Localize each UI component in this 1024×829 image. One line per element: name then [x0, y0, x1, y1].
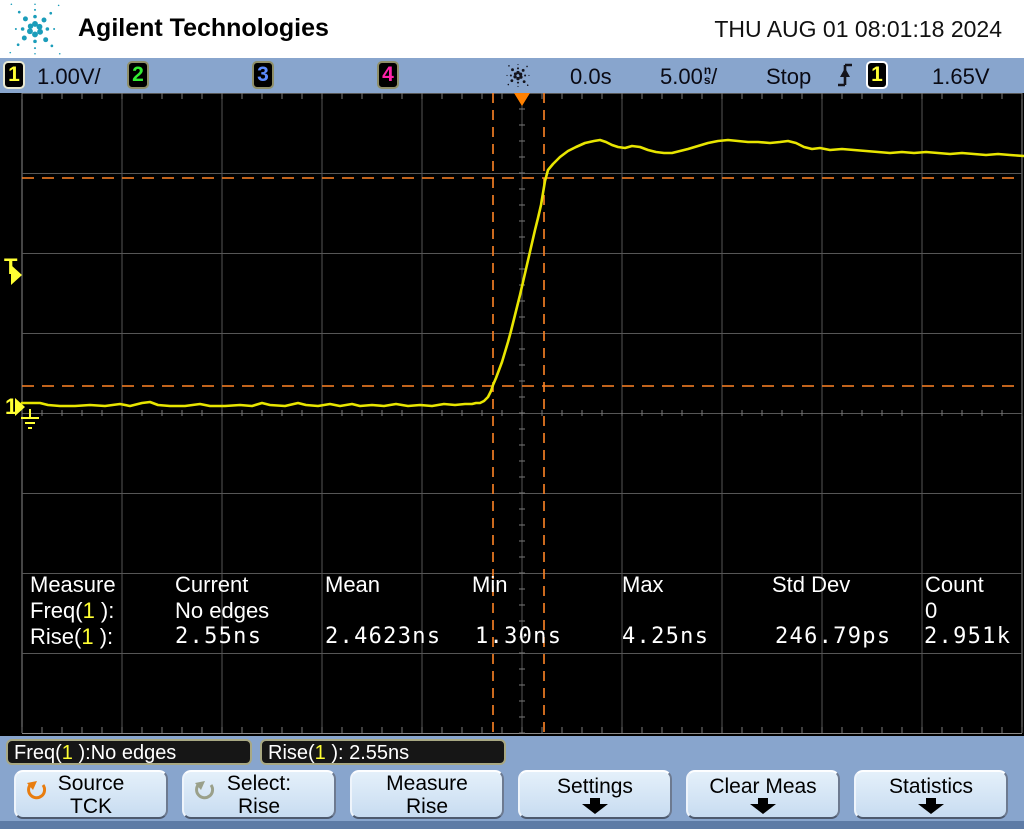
brand-title: Agilent Technologies [78, 14, 329, 42]
softkey-measure-line2: Rise [405, 794, 448, 818]
softkey-settings-label: Settings [557, 775, 633, 798]
arrow-down-icon [582, 798, 608, 814]
freq-row-label: Freq(1 ): [30, 598, 115, 623]
rise-min-value: 1.30ns [475, 624, 563, 649]
measurement-cursors [22, 93, 1022, 736]
col-header-count: Count [925, 572, 984, 597]
channel-1-number: 1 [8, 63, 20, 86]
rise-current-value: 2.55ns [175, 624, 263, 649]
header-bar: Agilent Technologies THU AUG 01 08:01:18… [0, 0, 1024, 58]
softkey-select-line1: Select: [226, 771, 292, 795]
waveform-display: T 1 Measure Current Mean Min Max Std Dev… [0, 92, 1024, 736]
svg-text:1: 1 [5, 394, 17, 419]
freq-current-value: No edges [175, 598, 270, 623]
rise-count-value: 2.951k [924, 624, 1012, 649]
trigger-position-marker [514, 93, 530, 106]
softkey-source[interactable]: Source TCK [14, 770, 168, 819]
softkey-select[interactable]: Select: Rise [182, 770, 336, 819]
graticule-canvas: T 1 [4, 92, 1024, 736]
col-header-current: Current [175, 572, 249, 597]
rise-max-value: 4.25ns [622, 624, 710, 649]
rise-mean-value: 2.4623ns [325, 624, 442, 649]
col-header-measure: Measure [30, 572, 116, 597]
trigger-source-badge[interactable]: 1 [866, 61, 888, 89]
freq-count-value: 0 [925, 598, 938, 623]
trigger-edge-icon [838, 63, 852, 87]
spark-status-icon [506, 63, 530, 88]
horizontal-delay: 0.0s [570, 64, 612, 89]
channel-3-number: 3 [257, 63, 269, 86]
col-header-max: Max [622, 572, 664, 597]
trigger-level: 1.65V [932, 64, 990, 89]
channel-2-number: 2 [132, 63, 144, 86]
rise-stddev-value: 246.79ps [775, 624, 892, 649]
softkey-menu-bar: Freq(1 ):No edges Rise(1 ): 2.55ns Sourc… [0, 736, 1024, 829]
rotate-knob-icon [27, 781, 47, 800]
channel-2-badge[interactable]: 2 [127, 61, 149, 89]
datetime-readout: THU AUG 01 08:01:18 2024 [714, 16, 1002, 42]
channel-4-badge[interactable]: 4 [377, 61, 399, 89]
channel-3-badge[interactable]: 3 [252, 61, 274, 89]
channel-4-number: 4 [382, 63, 394, 86]
arrow-down-icon [750, 798, 776, 814]
softkey-statistics[interactable]: Statistics [854, 770, 1008, 819]
rise-row-label: Rise(1 ): [30, 624, 114, 649]
softkey-statistics-label: Statistics [888, 775, 974, 798]
channel-1-scale: 1.00V/ [37, 64, 101, 89]
channel-1-ground-marker: 1 [5, 394, 39, 429]
softkey-source-line2: TCK [70, 794, 112, 818]
rise-status-readout: Rise(1 ): 2.55ns [260, 739, 506, 765]
rotate-knob-icon [195, 781, 215, 800]
freq-status-readout: Freq(1 ):No edges [6, 739, 252, 765]
trigger-source-number: 1 [871, 63, 883, 86]
trigger-level-marker: T [4, 254, 22, 285]
channel-1-trace [20, 138, 1024, 408]
softkey-clear-meas[interactable]: Clear Meas [686, 770, 840, 819]
softkey-settings[interactable]: Settings [518, 770, 672, 819]
col-header-mean: Mean [325, 572, 381, 597]
arrow-down-icon [918, 798, 944, 814]
channel-status-bar: 1 1.00V/ 2 3 4 0.0s 5.00 n s / Stop 1 1.65V [0, 58, 1024, 93]
timebase-slash: / [711, 64, 718, 89]
softkey-source-line1: Source [57, 771, 125, 795]
col-header-min: Min [472, 572, 508, 597]
timebase-value: 5.00 [660, 64, 703, 89]
bottom-edge-strip [0, 821, 1024, 829]
softkey-select-line2: Rise [237, 794, 280, 818]
agilent-logo-icon [9, 3, 61, 55]
channel-1-badge[interactable]: 1 [3, 61, 25, 89]
softkey-clear-meas-label: Clear Meas [709, 775, 817, 798]
softkey-measure-line1: Measure [386, 771, 468, 795]
softkey-measure[interactable]: Measure Rise [350, 770, 504, 819]
col-header-stddev: Std Dev [772, 572, 851, 597]
timebase: 5.00 n s / [660, 64, 717, 90]
acquisition-status: Stop [766, 64, 812, 89]
